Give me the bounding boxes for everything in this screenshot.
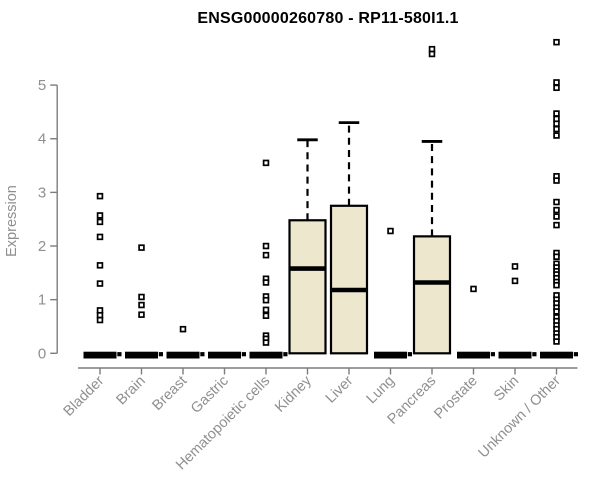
x-tick-label-skin: Skin: [491, 373, 522, 404]
outlier-point-unknown-other: [553, 213, 560, 220]
zero-box-prostate: [457, 351, 490, 359]
x-tick-label-lung: Lung: [364, 373, 398, 407]
zero-box-unknown-other: [540, 351, 573, 359]
zero-box-tail-bladder: [117, 352, 122, 357]
outlier-point-hematopoietic-cells: [262, 242, 270, 250]
y-tick-label: 1: [38, 292, 46, 309]
outlier-point-unknown-other: [553, 281, 560, 289]
box-pancreas: [412, 235, 452, 355]
outlier-point-pancreas: [428, 50, 436, 58]
outlier-point-skin: [511, 277, 519, 285]
zero-box-bladder: [83, 351, 117, 359]
zero-box-tail-hematopoietic-cells: [283, 352, 288, 357]
y-tick-label: 5: [38, 77, 46, 94]
outlier-point-unknown-other: [553, 120, 560, 127]
x-tick-label-breast: Breast: [149, 373, 190, 414]
x-tick-label-bladder: Bladder: [61, 373, 108, 420]
outlier-point-bladder: [96, 218, 104, 226]
outlier-point-brain: [138, 293, 145, 301]
zero-box-lung: [374, 351, 407, 359]
outlier-point-unknown-other: [553, 308, 560, 315]
outlier-point-unknown-other: [553, 132, 560, 139]
y-tick-label: 2: [38, 238, 46, 255]
outlier-point-hematopoietic-cells: [262, 339, 270, 346]
outlier-point-unknown-other: [553, 221, 560, 229]
zero-box-gastric: [208, 351, 241, 359]
outlier-point-breast: [179, 325, 187, 333]
outlier-point-skin: [511, 263, 519, 270]
x-tick-label-brain: Brain: [114, 373, 149, 408]
outlier-point-unknown-other: [553, 253, 560, 260]
zero-box-hematopoietic-cells: [249, 351, 283, 359]
outlier-point-unknown-other: [553, 198, 560, 206]
outlier-point-hematopoietic-cells: [262, 306, 270, 314]
zero-box-tail-gastric: [241, 352, 246, 357]
outlier-point-lung: [387, 227, 394, 235]
outlier-point-bladder: [96, 262, 104, 269]
y-tick-label: 3: [38, 184, 46, 201]
zero-box-skin: [498, 351, 532, 359]
outlier-point-unknown-other: [553, 338, 560, 345]
box-liver: [329, 204, 369, 355]
outlier-point-brain: [138, 311, 145, 318]
outlier-point-unknown-other: [553, 206, 560, 214]
outlier-point-bladder: [96, 316, 104, 324]
outlier-point-unknown-other: [553, 84, 560, 92]
outlier-point-bladder: [96, 192, 104, 200]
zero-box-tail-brain: [158, 352, 163, 357]
box-kidney: [288, 219, 327, 355]
zero-box-breast: [166, 351, 200, 359]
x-tick-label-prostate: Prostate: [431, 373, 480, 422]
y-tick-label: 0: [38, 345, 46, 362]
outlier-point-unknown-other: [553, 177, 560, 184]
outlier-point-bladder: [96, 280, 104, 287]
x-tick-label-liver: Liver: [323, 373, 357, 407]
outlier-point-hematopoietic-cells: [262, 312, 270, 320]
outlier-point-brain: [138, 301, 145, 309]
zero-box-tail-breast: [200, 352, 205, 357]
outlier-point-brain: [138, 244, 145, 251]
outlier-point-hematopoietic-cells: [262, 251, 270, 259]
outlier-point-unknown-other: [553, 79, 560, 86]
outlier-point-unknown-other: [553, 110, 560, 117]
outlier-point-hematopoietic-cells: [262, 296, 270, 304]
outlier-point-prostate: [470, 285, 477, 293]
outlier-point-bladder: [96, 233, 104, 241]
chart-title: ENSG00000260780 - RP11-580I1.1: [197, 10, 459, 27]
outlier-point-unknown-other: [553, 125, 560, 133]
outlier-point-unknown-other: [553, 38, 560, 46]
x-tick-label-kidney: Kidney: [272, 372, 315, 415]
zero-box-tail-lung: [407, 352, 412, 357]
zero-box-tail-skin: [532, 352, 537, 357]
outlier-point-hematopoietic-cells: [262, 159, 270, 167]
zero-box-tail-prostate: [490, 352, 495, 357]
y-tick-label: 4: [38, 131, 46, 148]
outlier-point-bladder: [96, 212, 104, 219]
outlier-point-hematopoietic-cells: [262, 279, 270, 286]
zero-box-brain: [125, 351, 158, 359]
zero-box-tail-unknown-other: [573, 352, 578, 357]
